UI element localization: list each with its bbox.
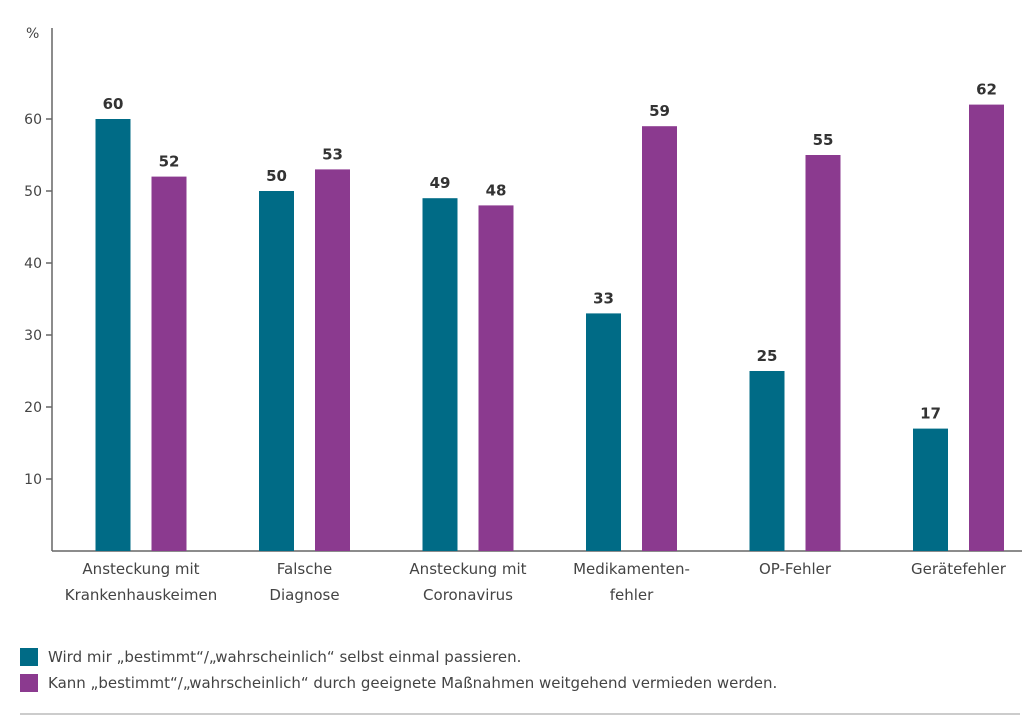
bar-series-1 (422, 198, 458, 551)
bar-series-2 (315, 169, 350, 551)
data-label-series-1: 17 (920, 405, 941, 423)
bar-series-2 (642, 126, 677, 551)
bar-series-1 (749, 371, 785, 551)
bar-series-2 (969, 104, 1004, 551)
x-category-label: Ansteckung mit Coronavirus (409, 560, 526, 604)
x-category-label: OP-Fehler (759, 560, 832, 578)
bar-series-1 (913, 428, 948, 551)
y-axis-unit-label: % (26, 26, 39, 42)
data-label-series-2: 59 (649, 102, 670, 120)
data-label-series-2: 62 (976, 81, 997, 99)
bar-series-1 (95, 119, 131, 551)
y-tick-label: 40 (24, 256, 42, 272)
legend-swatch-series-1 (20, 648, 38, 666)
bar-series-2 (478, 205, 514, 551)
legend-label-series-1: Wird mir „bestimmt“/„wahrscheinlich“ sel… (48, 648, 522, 666)
bar-series-1 (259, 191, 294, 551)
legend-swatch-series-2 (20, 674, 38, 692)
data-label-series-1: 25 (757, 347, 778, 365)
data-label-series-2: 55 (813, 131, 834, 149)
bar-series-2 (151, 176, 187, 551)
data-label-series-1: 60 (103, 95, 124, 113)
data-label-series-2: 53 (322, 145, 343, 163)
x-category-label: Medikamenten-fehler (573, 560, 690, 604)
x-category-label: Gerätefehler (911, 560, 1007, 578)
data-label-series-1: 49 (430, 174, 451, 192)
y-tick-label: 30 (24, 328, 42, 344)
legend-item-series-2: Kann „bestimmt“/„wahrscheinlich“ durch g… (20, 671, 777, 695)
x-category-label: Falsche Diagnose (269, 560, 339, 604)
legend: Wird mir „bestimmt“/„wahrscheinlich“ sel… (20, 645, 777, 697)
legend-item-series-1: Wird mir „bestimmt“/„wahrscheinlich“ sel… (20, 645, 777, 669)
data-label-series-2: 52 (159, 153, 180, 171)
y-tick-label: 60 (24, 112, 42, 128)
y-tick-label: 50 (24, 184, 42, 200)
legend-label-series-2: Kann „bestimmt“/„wahrscheinlich“ durch g… (48, 674, 778, 692)
bar-series-2 (805, 155, 841, 551)
bottom-divider (20, 713, 1020, 715)
y-tick-label: 20 (24, 400, 42, 416)
bar-series-1 (586, 313, 621, 551)
data-label-series-2: 48 (486, 181, 507, 199)
data-label-series-1: 33 (593, 289, 614, 307)
y-tick-label: 10 (24, 472, 42, 488)
x-category-label: Ansteckung mit Krankenhauskeimen (65, 560, 218, 604)
data-label-series-1: 50 (266, 167, 287, 185)
